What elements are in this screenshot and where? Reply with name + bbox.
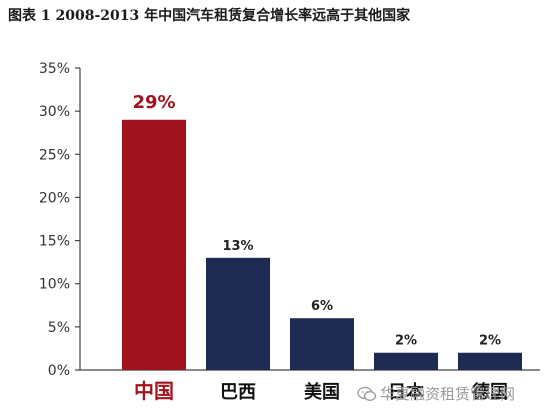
watermark: 华夏融资租赁管理网 — [357, 383, 515, 404]
x-tick-label: 美国 — [304, 381, 340, 403]
x-tick-label: 德国 — [472, 381, 508, 403]
bar — [374, 352, 438, 370]
x-tick-label: 巴西 — [220, 382, 256, 403]
data-label: 29% — [132, 92, 175, 113]
chart-title: 图表 1 2008-2013 年中国汽车租赁复合增长率远高于其他国家 — [8, 8, 411, 24]
x-tick-label: 日本 — [388, 381, 424, 403]
data-label: 2% — [395, 334, 417, 349]
y-tick-label: 5% — [48, 320, 70, 336]
data-label: 6% — [311, 299, 333, 314]
y-tick-label: 30% — [39, 104, 70, 120]
data-label: 13% — [222, 239, 253, 254]
bar — [206, 257, 270, 370]
bar — [122, 119, 186, 371]
data-label: 2% — [479, 334, 501, 349]
bar — [458, 352, 522, 370]
watermark-text: 华夏融资租赁管理网 — [380, 385, 516, 403]
y-tick-label: 10% — [39, 277, 70, 293]
y-tick-label: 25% — [39, 147, 70, 163]
y-tick-label: 20% — [39, 190, 70, 206]
y-tick-label: 15% — [39, 234, 70, 250]
bar — [290, 318, 354, 370]
y-tick-label: 0% — [48, 363, 70, 379]
wechat-icon — [357, 386, 377, 401]
x-tick-label: 中国 — [134, 379, 174, 403]
y-tick-label: 35% — [39, 61, 70, 77]
